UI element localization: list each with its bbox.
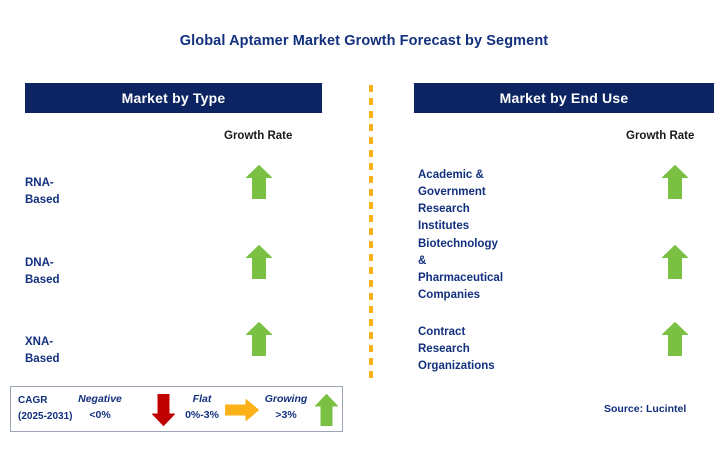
up-arrow-icon <box>246 322 272 356</box>
legend-cagr-title: CAGR <box>18 395 48 406</box>
segment-label: DNA-Based <box>25 257 60 286</box>
legend-box: CAGR (2025-2031) Negative <0% Flat 0%-3% <box>10 386 343 432</box>
column-header-label: Market by End Use <box>499 90 629 106</box>
up-arrow-icon <box>662 245 688 279</box>
segment-label: Academic & Government Research Institute… <box>418 169 486 232</box>
column-header-market-by-end-use: Market by End Use <box>414 83 714 113</box>
legend-item-label: Growing <box>264 393 308 405</box>
segment-label: XNA-Based <box>25 336 60 365</box>
legend-item-value: 0%-3% <box>185 409 219 421</box>
vertical-dashed-divider <box>369 85 373 378</box>
legend-item-growing: Growing >3% <box>255 392 317 423</box>
legend-cagr: CAGR (2025-2031) <box>18 393 72 425</box>
legend-item-value: <0% <box>89 409 111 421</box>
segment-label: Biotechnology & Pharmaceutical Companies <box>418 238 504 301</box>
legend-item-label: Flat <box>192 393 212 405</box>
up-arrow-icon <box>315 394 338 426</box>
legend-item-negative: Negative <0% <box>69 392 131 423</box>
up-arrow-icon <box>246 165 272 199</box>
column-header-label: Market by Type <box>121 90 226 106</box>
legend-cagr-period: (2025-2031) <box>18 411 73 422</box>
segment-label: Contract Research Organizations <box>418 326 495 372</box>
up-arrow-icon <box>662 165 688 199</box>
up-arrow-icon <box>246 245 272 279</box>
column-header-market-by-type: Market by Type <box>25 83 322 113</box>
growth-rate-label-left: Growth Rate <box>224 130 293 142</box>
source-label: Source: Lucintel <box>604 403 687 415</box>
legend-item-value: >3% <box>275 409 297 421</box>
legend-item-flat: Flat 0%-3% <box>171 392 233 423</box>
growth-rate-label-right: Growth Rate <box>626 130 695 142</box>
segment-label: RNA-Based <box>25 177 60 206</box>
up-arrow-icon <box>662 322 688 356</box>
down-arrow-icon <box>152 394 175 426</box>
legend-item-label: Negative <box>78 393 122 405</box>
right-arrow-icon <box>225 399 259 421</box>
page-title: Global Aptamer Market Growth Forecast by… <box>179 33 549 49</box>
